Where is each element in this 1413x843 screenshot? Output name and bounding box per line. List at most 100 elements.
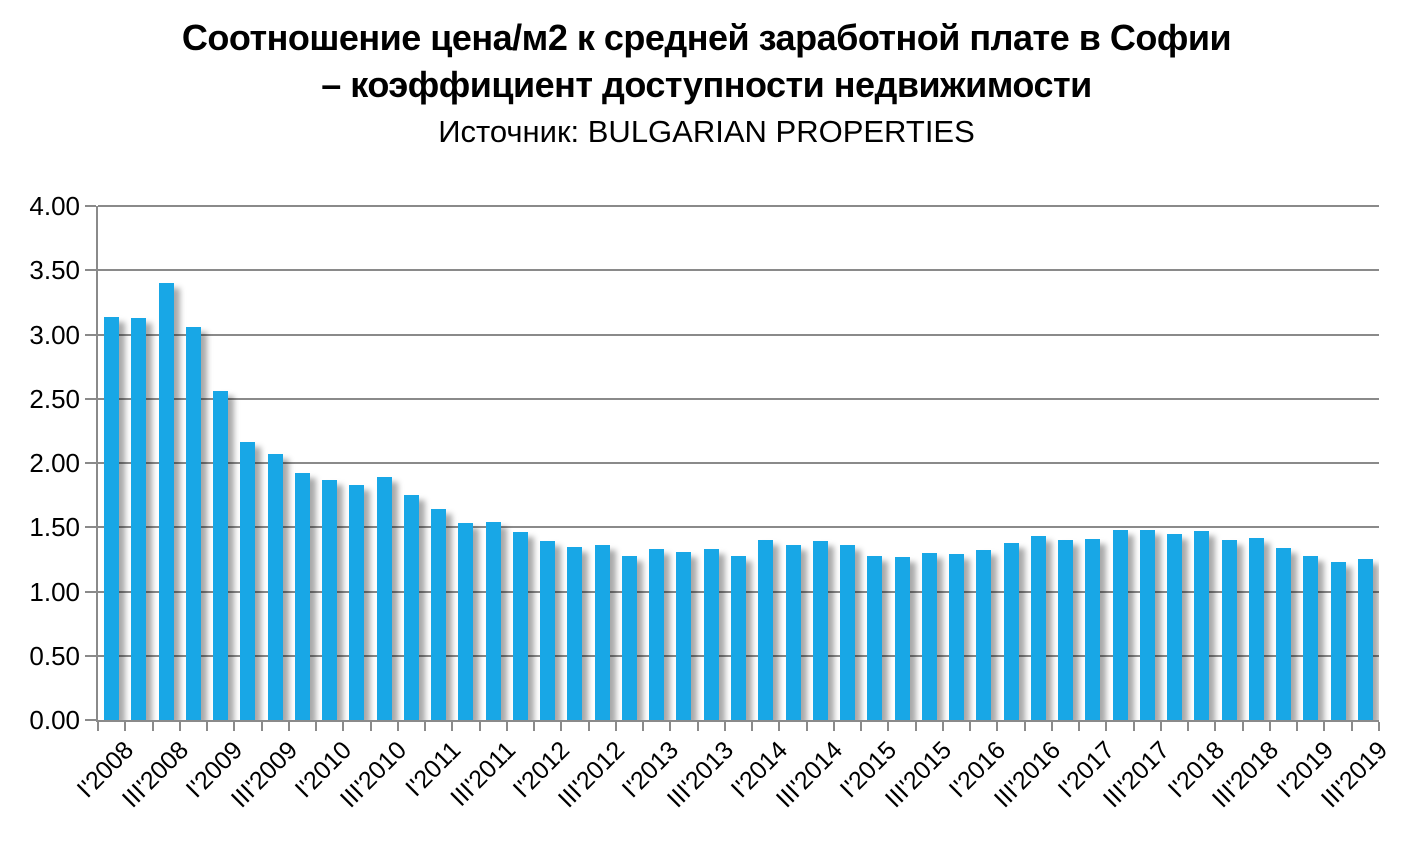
bar-IV'2017 xyxy=(1167,533,1183,720)
chart-title-line2: – коэффициент доступности недвижимости xyxy=(321,64,1092,105)
y-axis-tick xyxy=(85,462,96,464)
x-axis-tick xyxy=(233,722,236,731)
bar-II'2013 xyxy=(676,551,692,720)
y-tick-label: 1.50 xyxy=(29,512,80,543)
y-axis-tick xyxy=(85,205,96,207)
y-tick-label: 2.50 xyxy=(29,383,80,414)
bar-I'2010 xyxy=(322,479,338,720)
bar-II'2015 xyxy=(894,556,910,720)
x-axis-tick xyxy=(969,722,972,731)
x-axis-tick xyxy=(206,722,209,731)
x-axis-tick xyxy=(1268,722,1271,731)
x-axis-tick xyxy=(614,722,617,731)
x-axis-tick xyxy=(587,722,590,731)
x-axis-tick xyxy=(369,722,372,731)
bar-IV'2009 xyxy=(294,473,310,720)
x-axis-tick xyxy=(1378,722,1380,731)
y-tick-label: 3.50 xyxy=(29,255,80,286)
bar-I'2008 xyxy=(104,316,120,720)
bar-II'2011 xyxy=(458,523,474,720)
bar-II'2008 xyxy=(131,317,147,720)
bar-II'2016 xyxy=(1003,542,1019,720)
x-axis-tick xyxy=(1023,722,1026,731)
bar-IV'2016 xyxy=(1058,540,1074,720)
y-tick-label: 2.00 xyxy=(29,448,80,478)
bar-IV'2015 xyxy=(949,554,965,720)
bar-III'2009 xyxy=(267,454,283,720)
x-axis-tick xyxy=(315,722,318,731)
bar-III'2014 xyxy=(812,541,828,720)
x-axis-tick xyxy=(1350,722,1353,731)
bar-I'2011 xyxy=(431,509,447,720)
x-axis-tick xyxy=(342,722,345,731)
bar-III'2016 xyxy=(1030,536,1046,720)
x-axis-tick xyxy=(723,722,726,731)
bar-III'2013 xyxy=(703,549,719,720)
x-axis-tick xyxy=(1296,722,1299,731)
bar-I'2009 xyxy=(213,391,229,720)
x-axis-tick xyxy=(751,722,754,731)
y-tick-label: 0.50 xyxy=(29,640,80,671)
x-axis-tick xyxy=(178,722,181,731)
x-axis-tick xyxy=(941,722,944,731)
y-axis-tick xyxy=(85,654,96,657)
y-axis-tick xyxy=(85,269,96,272)
bar-I'2019 xyxy=(1303,555,1319,720)
bar-II'2009 xyxy=(240,442,256,720)
x-axis-tick xyxy=(1187,722,1190,731)
x-axis-tick xyxy=(1050,722,1053,731)
bar-II'2017 xyxy=(1112,529,1128,720)
y-axis-tick xyxy=(85,526,96,529)
y-tick-label: 1.00 xyxy=(29,576,80,607)
x-axis-tick xyxy=(860,722,863,731)
x-axis-tick xyxy=(832,722,835,731)
bar-I'2016 xyxy=(976,550,992,720)
bar-I'2018 xyxy=(1194,531,1210,720)
bar-IV'2008 xyxy=(185,326,201,720)
bar-II'2014 xyxy=(785,545,801,720)
bar-III'2012 xyxy=(594,545,610,720)
gridline xyxy=(98,333,1379,336)
bar-III'2018 xyxy=(1248,537,1264,720)
chart-title-line1: Соотношение цена/м2 к средней заработной… xyxy=(181,17,1232,58)
gridline xyxy=(98,205,1379,207)
bar-III'2008 xyxy=(158,283,174,720)
bar-III'2017 xyxy=(1139,529,1155,720)
bar-IV'2018 xyxy=(1276,547,1292,720)
x-axis-tick xyxy=(778,722,781,731)
bar-III'2010 xyxy=(376,477,392,720)
x-axis-tick xyxy=(1159,722,1162,731)
x-axis-tick xyxy=(642,722,645,731)
bar-IV'2013 xyxy=(731,555,746,720)
x-axis-tick xyxy=(1132,722,1135,731)
bar-II'2010 xyxy=(349,484,365,720)
x-axis-tick xyxy=(887,722,890,731)
x-axis-tick xyxy=(505,722,508,731)
gridline xyxy=(98,462,1379,464)
x-axis-tick xyxy=(1105,722,1108,731)
x-axis-tick xyxy=(914,722,917,731)
y-axis-tick xyxy=(85,590,96,593)
bar-I'2014 xyxy=(758,540,774,720)
bar-III'2019 xyxy=(1357,559,1373,720)
y-axis-tick xyxy=(85,333,96,336)
y-axis-tick xyxy=(85,397,96,400)
gridline xyxy=(98,397,1379,400)
bar-I'2015 xyxy=(867,555,883,720)
bar-I'2013 xyxy=(649,549,665,720)
x-axis-tick xyxy=(1323,722,1326,731)
bar-III'2011 xyxy=(485,522,501,720)
x-axis-tick xyxy=(560,722,563,731)
x-axis-tick xyxy=(124,722,127,731)
bar-II'2012 xyxy=(567,546,583,720)
x-axis-tick xyxy=(424,722,427,731)
y-axis-tick xyxy=(85,719,96,721)
bar-IV'2014 xyxy=(840,545,856,720)
x-axis-tick xyxy=(696,722,699,731)
y-tick-label: 0.00 xyxy=(29,705,80,735)
chart-source-line: Источник: BULGARIAN PROPERTIES xyxy=(438,114,975,149)
gridline xyxy=(98,526,1379,529)
bar-III'2015 xyxy=(921,552,937,720)
x-axis-tick xyxy=(996,722,999,731)
